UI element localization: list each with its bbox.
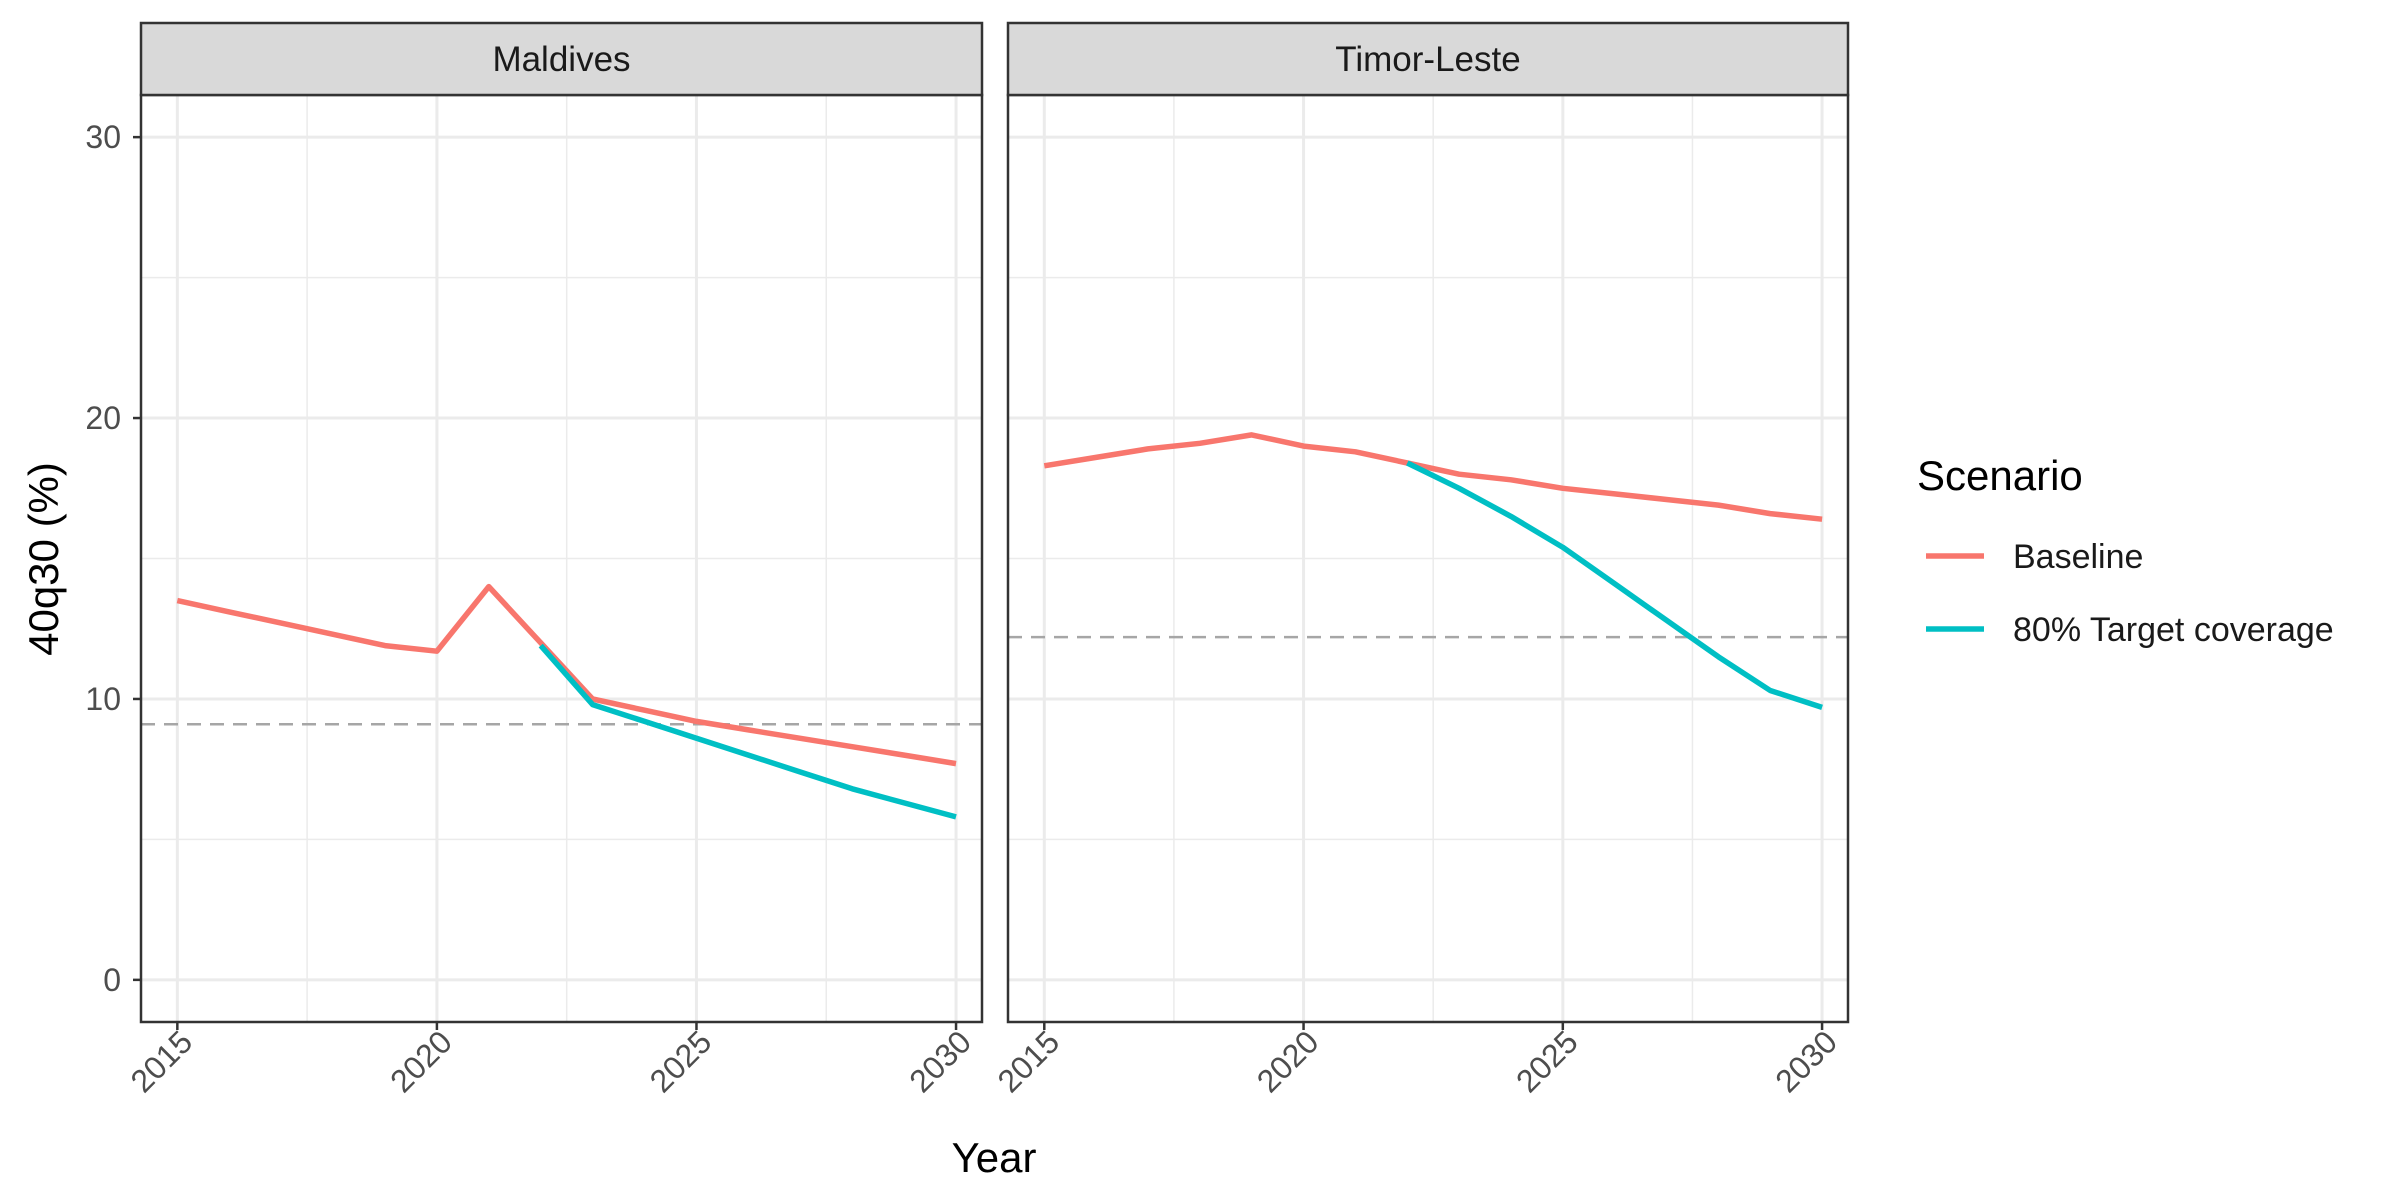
series-line-baseline	[1043, 432, 1823, 522]
x-tick-label: 2030	[1768, 1023, 1844, 1099]
x-tick-label: 2015	[990, 1023, 1066, 1099]
series-line-target-coverage	[1406, 460, 1823, 711]
panel-1: Timor-Leste 2015 2020 2025 2030	[990, 21, 1850, 1099]
series-line-target-coverage	[538, 643, 957, 820]
x-tick-label: 2025	[1509, 1023, 1585, 1099]
legend-title: Scenario	[1917, 452, 2083, 499]
x-tick-label: 2015	[123, 1023, 199, 1099]
x-axis-title: Year	[952, 1134, 1037, 1181]
facet-strip	[139, 21, 984, 97]
facet-strip-label: Maldives	[492, 40, 630, 79]
facet-strip-label: Timor-Leste	[1335, 40, 1520, 79]
legend-label: Baseline	[2013, 538, 2143, 576]
series-line-baseline	[176, 583, 957, 767]
x-tick-label: 2020	[383, 1023, 459, 1099]
x-tick-label: 2030	[902, 1023, 978, 1099]
x-tick-label: 2025	[643, 1023, 719, 1099]
y-tick-label: 0	[103, 962, 121, 998]
legend-label: 80% Target coverage	[2013, 611, 2334, 649]
legend: Scenario Baseline 80% Target coverage	[1917, 452, 2334, 649]
x-tick-label: 2020	[1250, 1023, 1326, 1099]
y-tick-label: 20	[85, 400, 121, 436]
y-axis-title: 40q30 (%)	[20, 462, 67, 656]
y-tick-label: 30	[85, 119, 121, 155]
facet-strip	[1006, 21, 1850, 97]
y-tick-label: 10	[85, 681, 121, 717]
